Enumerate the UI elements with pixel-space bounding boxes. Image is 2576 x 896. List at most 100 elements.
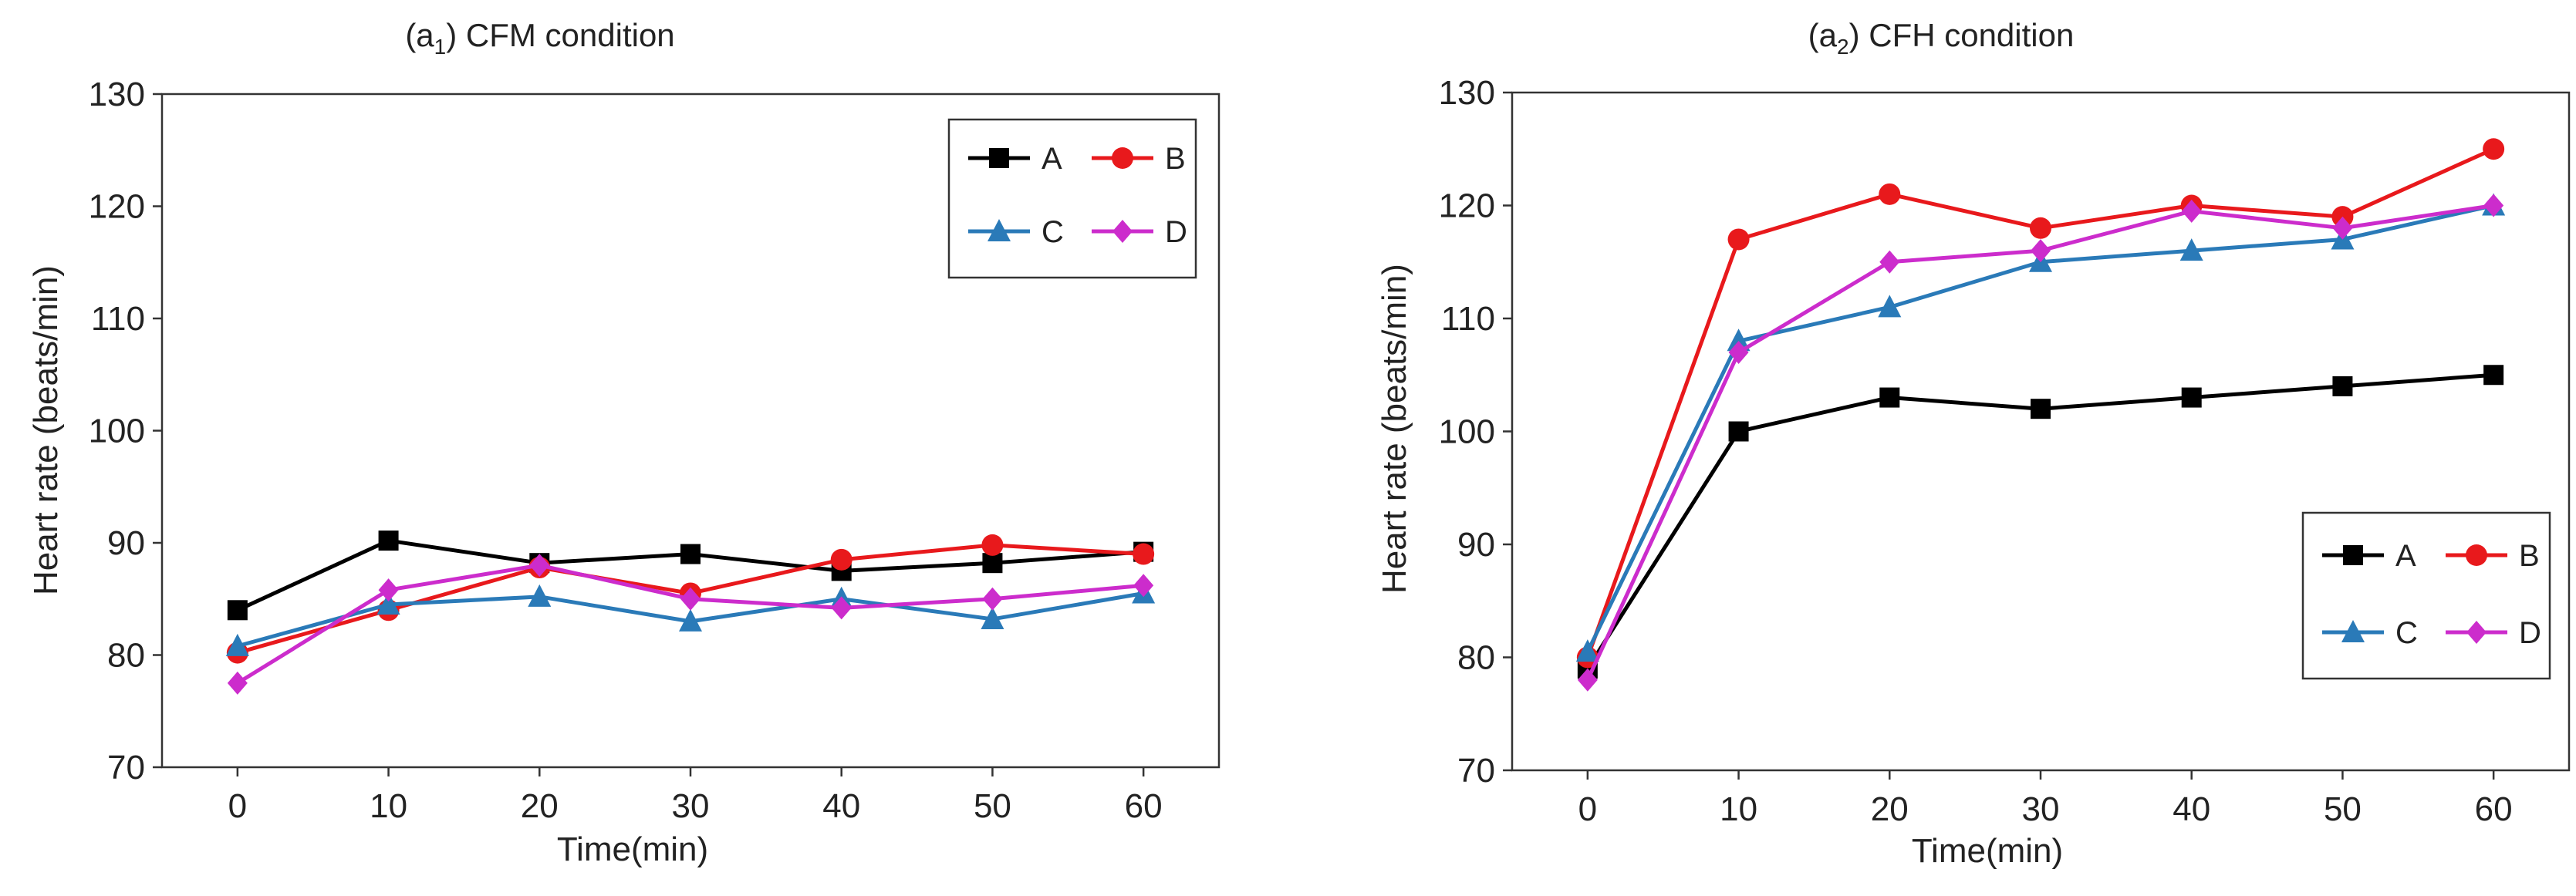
series-D: [227, 554, 1154, 695]
legend-marker-C: [2341, 620, 2365, 642]
data-point-C: [1575, 639, 1599, 662]
data-point-A: [2483, 365, 2504, 386]
data-point-C: [376, 592, 400, 615]
y-tick-label: 70: [107, 749, 145, 787]
data-point-A: [227, 600, 248, 621]
legend-item-D: D: [1092, 215, 1187, 249]
legend-label-A: A: [2395, 539, 2416, 573]
chart-panel-cfm: (a1) CFM condition 70 80 90 100 110 120 130 0 1…: [27, 17, 1220, 868]
y-tick-label: 90: [1457, 526, 1495, 564]
data-point-D: [529, 554, 550, 578]
legend-item-C: C: [968, 215, 1064, 249]
legend-label-B: B: [1165, 142, 1186, 176]
x-tick-label: 10: [370, 787, 407, 825]
legend-marker-A: [2343, 545, 2363, 565]
data-point-A: [2181, 387, 2202, 408]
y-tick-label: 90: [107, 524, 145, 562]
chart-panel-cfh: (a2) CFH condition 70 80 90 100 110 120 130 0 1…: [1376, 17, 2571, 870]
x-tick-label: 40: [2173, 790, 2210, 828]
legend-item-C: C: [2322, 616, 2418, 650]
legend-marker-C: [988, 219, 1011, 241]
x-tick-label: 0: [228, 787, 247, 825]
data-point-D: [378, 578, 399, 602]
y-tick-label: 100: [89, 413, 145, 450]
x-tick-label: 50: [2324, 790, 2362, 828]
y-tick-label: 130: [1439, 74, 1495, 112]
data-point-A: [982, 553, 1003, 574]
series-A: [1577, 365, 2504, 679]
data-point-D: [1728, 340, 1749, 364]
legend-label-B: B: [2519, 539, 2540, 573]
legend-marker-D: [1112, 220, 1133, 243]
data-point-B: [2030, 217, 2051, 239]
legend-label-C: C: [2395, 616, 2418, 650]
data-point-A: [680, 544, 701, 564]
data-point-D: [2181, 199, 2202, 223]
data-point-D: [2332, 216, 2353, 240]
series-group-cfh: [1575, 138, 2506, 692]
data-point-A: [2332, 376, 2353, 396]
data-point-A: [1879, 387, 1900, 408]
data-point-D: [1879, 250, 1900, 274]
series-group-cfm: [225, 531, 1156, 695]
x-tick-label: 0: [1578, 790, 1597, 828]
y-tick-label: 120: [89, 188, 145, 226]
legend-item-B: B: [2446, 539, 2540, 573]
legend-box-cfm: [947, 118, 1197, 279]
y-tick-label: 100: [1439, 413, 1495, 451]
legend-label-A: A: [1042, 142, 1062, 176]
legend-item-B: B: [1092, 142, 1186, 176]
legend-item-A: A: [2322, 539, 2416, 573]
data-point-C: [1727, 328, 1751, 352]
legend-marker-A: [989, 148, 1009, 168]
x-tick-label: 30: [2022, 790, 2060, 828]
data-point-C: [1878, 295, 1902, 318]
data-point-B: [981, 534, 1004, 556]
y-tick-label: 80: [1457, 639, 1495, 677]
data-point-A: [1728, 421, 1749, 442]
x-tick-label: 60: [2475, 790, 2513, 828]
data-point-D: [982, 587, 1003, 611]
legend-item-D: D: [2446, 616, 2541, 650]
data-point-B: [830, 548, 852, 571]
y-tick-label: 130: [89, 76, 145, 113]
legend-label-C: C: [1042, 215, 1064, 249]
y-tick-label: 110: [91, 300, 145, 338]
chart-title-cfm: (a1) CFM condition: [405, 17, 674, 59]
y-tick-label: 110: [1441, 300, 1495, 338]
x-axis-label-cfh: Time(min): [1912, 832, 2063, 870]
series-D: [1577, 194, 2504, 692]
legend-cfh: A B C D: [2301, 511, 2551, 680]
x-tick-label: 30: [672, 787, 710, 825]
data-point-D: [2483, 194, 2504, 217]
legend-marker-B: [1112, 147, 1133, 169]
data-point-C: [528, 584, 552, 607]
data-point-B: [1879, 183, 1901, 205]
data-point-A: [378, 531, 399, 551]
x-tick-label: 50: [974, 787, 1011, 825]
y-tick-label: 120: [1439, 187, 1495, 225]
legend-cfm: A B C D: [947, 118, 1197, 279]
x-tick-label: 60: [1125, 787, 1163, 825]
y-tick-label: 80: [107, 637, 145, 675]
data-point-B: [1133, 543, 1155, 565]
legend-label-D: D: [1165, 215, 1187, 249]
y-axis-label-cfm: Heart rate (beats/min): [27, 265, 65, 595]
data-point-A: [2031, 399, 2051, 419]
legend-marker-B: [2466, 544, 2487, 566]
y-axis-cfm: 70 80 90 100 110 120 130: [89, 76, 162, 787]
legend-label-D: D: [2519, 616, 2541, 650]
x-tick-label: 20: [1871, 790, 1909, 828]
y-axis-cfh: 70 80 90 100 110 120 130: [1439, 74, 1512, 790]
x-tick-label: 10: [1720, 790, 1757, 828]
data-point-D: [1133, 574, 1154, 598]
data-point-D: [2031, 239, 2051, 263]
x-tick-label: 40: [822, 787, 860, 825]
legend-item-A: A: [968, 142, 1062, 176]
data-point-C: [981, 606, 1004, 629]
x-axis-cfm: 0 10 20 30 40 50 60: [228, 767, 1163, 825]
data-point-D: [1577, 668, 1598, 692]
data-point-C: [679, 608, 702, 632]
y-axis-label-cfh: Heart rate (beats/min): [1376, 264, 1413, 594]
